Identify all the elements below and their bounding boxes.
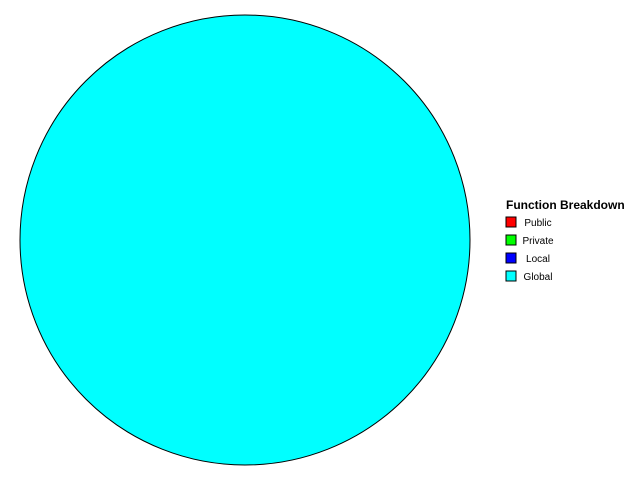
legend-label-public: Public — [524, 218, 551, 229]
pie-slices — [19, 14, 471, 466]
legend-swatch-private — [505, 234, 517, 246]
legend-swatch-global — [505, 270, 517, 282]
pie-slice-global — [19, 14, 471, 466]
legend-label-private: Private — [522, 236, 554, 247]
legend-title: Function Breakdown — [506, 198, 625, 212]
legend-items: Public Private Local Global — [505, 216, 554, 283]
legend-swatch-local — [505, 252, 517, 264]
legend-label-local: Local — [526, 254, 550, 265]
legend-swatch-public — [505, 216, 517, 228]
legend: Function Breakdown Public Private Local Glo… — [505, 198, 625, 283]
legend-label-global: Global — [524, 272, 553, 283]
